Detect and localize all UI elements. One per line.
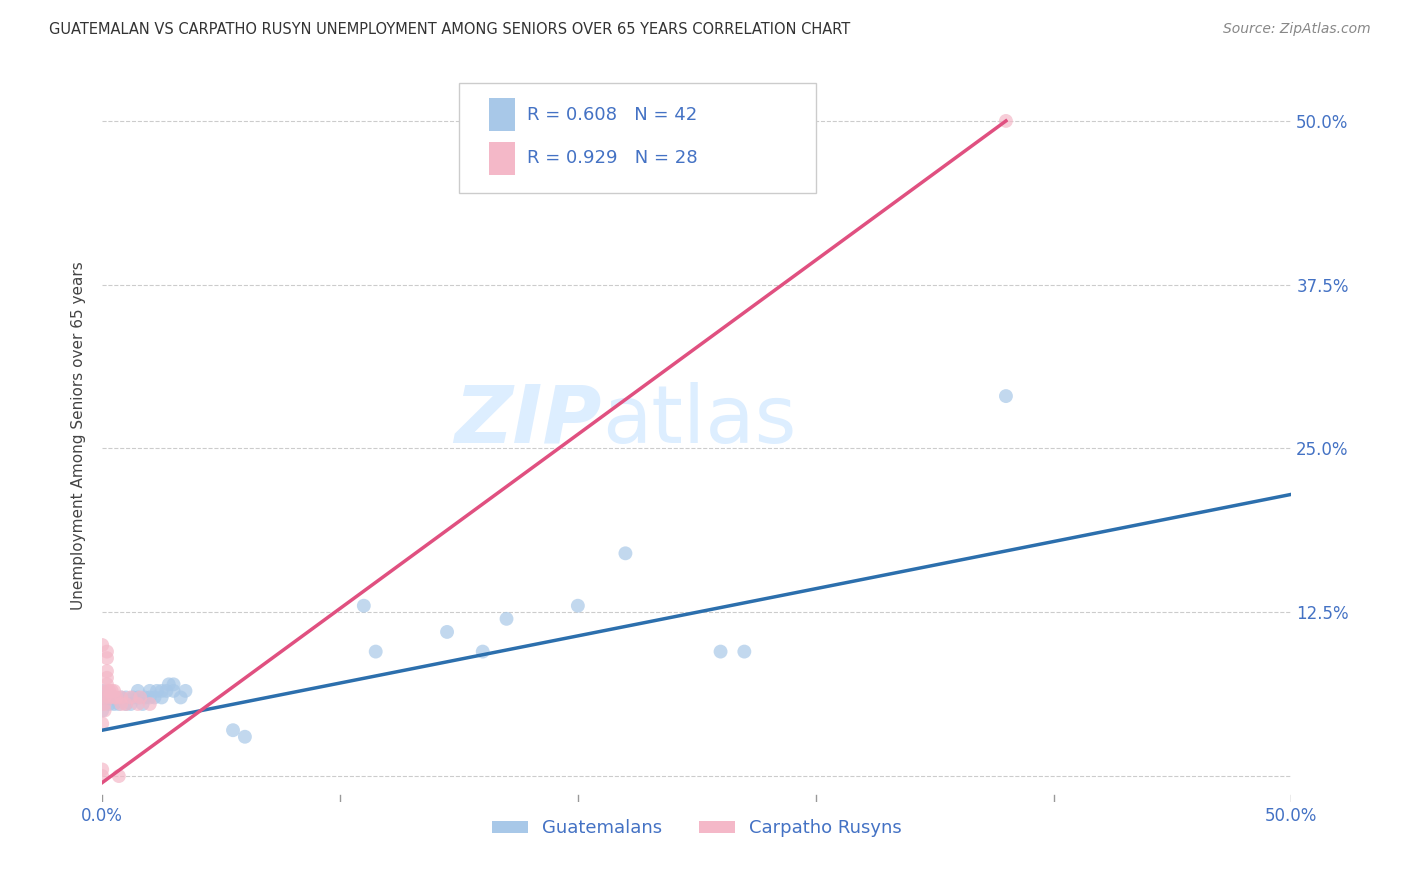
Text: R = 0.608   N = 42: R = 0.608 N = 42 [527, 106, 697, 124]
Point [91, 704, 114, 718]
Point [120, 690, 142, 705]
Point [96, 644, 118, 658]
Point [115, 690, 138, 705]
Point [170, 690, 193, 705]
Point [91, 716, 114, 731]
Point [93, 697, 115, 711]
Point [103, 684, 125, 698]
Legend: Guatemalans, Carpatho Rusyns: Guatemalans, Carpatho Rusyns [485, 812, 910, 845]
Point [103, 690, 125, 705]
Point [110, 697, 132, 711]
Point [91, 690, 114, 705]
Point [364, 644, 387, 658]
Point [98, 697, 121, 711]
Point [115, 697, 138, 711]
Point [93, 690, 115, 705]
Point [567, 599, 589, 613]
Point [93, 704, 115, 718]
Point [96, 684, 118, 698]
Point [222, 723, 245, 738]
FancyBboxPatch shape [489, 142, 515, 175]
Text: Source: ZipAtlas.com: Source: ZipAtlas.com [1223, 22, 1371, 37]
Point [134, 690, 156, 705]
Point [108, 697, 131, 711]
Point [96, 671, 118, 685]
Point [127, 690, 149, 705]
Point [108, 769, 131, 783]
Point [96, 665, 118, 679]
Point [150, 690, 173, 705]
Point [157, 677, 180, 691]
Point [103, 690, 125, 705]
Point [471, 644, 494, 658]
Text: GUATEMALAN VS CARPATHO RUSYN UNEMPLOYMENT AMONG SENIORS OVER 65 YEARS CORRELATIO: GUATEMALAN VS CARPATHO RUSYN UNEMPLOYMEN… [49, 22, 851, 37]
Point [120, 697, 142, 711]
Point [98, 684, 121, 698]
Point [155, 684, 177, 698]
Point [139, 690, 162, 705]
Point [139, 697, 162, 711]
FancyBboxPatch shape [489, 98, 515, 131]
Point [733, 644, 755, 658]
Text: R = 0.929   N = 28: R = 0.929 N = 28 [527, 149, 697, 167]
Point [495, 612, 517, 626]
Point [91, 638, 114, 652]
Point [96, 651, 118, 665]
Point [994, 114, 1017, 128]
Point [91, 684, 114, 698]
Point [127, 697, 149, 711]
Point [150, 684, 173, 698]
Point [353, 599, 375, 613]
Point [131, 697, 153, 711]
Point [233, 730, 256, 744]
Point [994, 389, 1017, 403]
Point [129, 690, 152, 705]
Point [122, 690, 145, 705]
Text: atlas: atlas [602, 382, 796, 459]
Point [174, 684, 197, 698]
Point [110, 690, 132, 705]
Point [100, 684, 122, 698]
Point [127, 684, 149, 698]
Text: ZIP: ZIP [454, 382, 602, 459]
Point [91, 769, 114, 783]
Point [110, 690, 132, 705]
Point [91, 697, 114, 711]
FancyBboxPatch shape [458, 83, 815, 194]
Point [162, 684, 184, 698]
Point [96, 677, 118, 691]
Point [139, 684, 162, 698]
Point [98, 690, 121, 705]
Point [98, 690, 121, 705]
Point [709, 644, 731, 658]
Point [436, 624, 458, 639]
Point [162, 677, 184, 691]
Point [103, 697, 125, 711]
Point [143, 690, 166, 705]
Point [105, 690, 128, 705]
Point [146, 684, 169, 698]
Y-axis label: Unemployment Among Seniors over 65 years: Unemployment Among Seniors over 65 years [72, 261, 86, 610]
Point [91, 763, 114, 777]
Point [614, 546, 637, 560]
Point [115, 697, 138, 711]
